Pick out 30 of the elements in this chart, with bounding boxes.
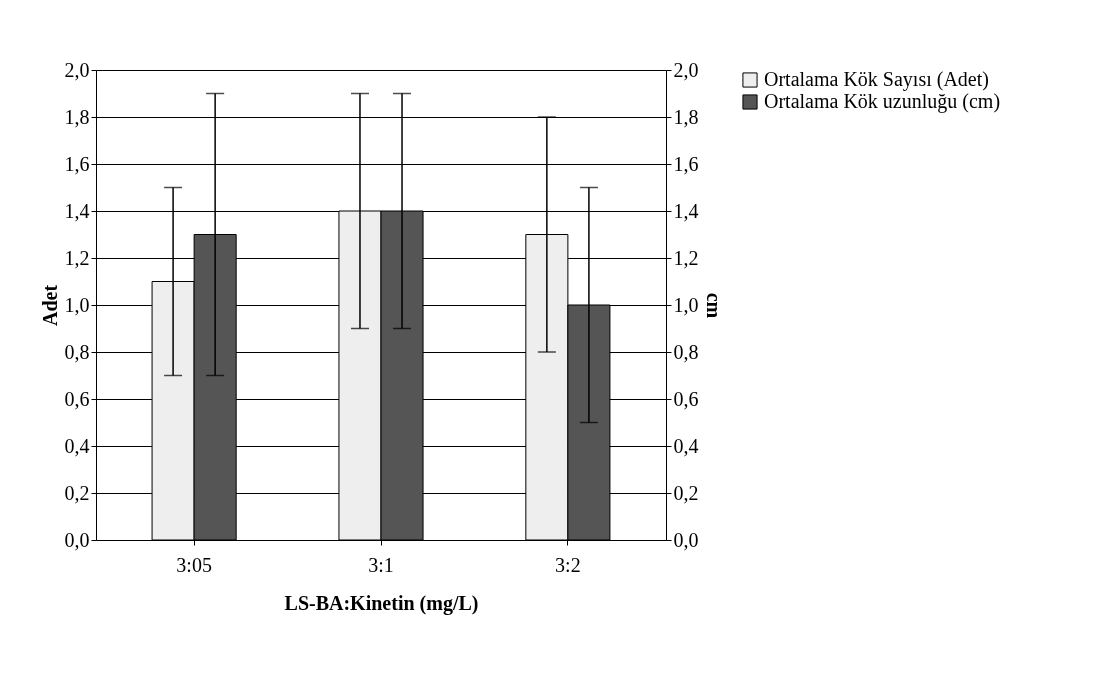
y-tick-label: 1,0 [64,293,90,316]
x-tick-label: 3:2 [555,553,581,576]
y2-tick-label: 1,0 [673,293,699,316]
x-axis-title: LS-BA:Kinetin (mg/L) [284,591,479,615]
y2-tick-label: 1,2 [673,246,699,269]
y-tick-label: 2,0 [64,58,90,81]
y-tick-label: 0,4 [64,434,90,457]
y2-tick-label: 0,2 [673,481,699,504]
y-axis-title: Adet [38,284,61,327]
y2-tick-label: 0,6 [673,387,699,410]
y2-tick-label: 2,0 [673,58,699,81]
x-tick-label: 3:1 [368,553,394,576]
legend-label: Ortalama Kök uzunluğu (cm) [764,90,1001,113]
x-tick-label: 3:05 [176,553,212,576]
y-tick-label: 1,6 [64,152,90,175]
y-tick-label: 0,2 [64,481,90,504]
y2-tick-label: 0,4 [673,434,699,457]
y-tick-label: 0,6 [64,387,90,410]
y2-tick-label: 0,8 [673,340,699,363]
y-tick-label: 0,0 [64,528,90,551]
y2-tick-label: 1,8 [673,105,699,128]
y-tick-label: 1,4 [64,199,90,222]
y2-tick-label: 1,6 [673,152,699,175]
y2-axis-title: cm [702,292,725,319]
y2-tick-label: 1,4 [673,199,699,222]
legend-label: Ortalama Kök Sayısı (Adet) [764,68,989,91]
y-tick-label: 0,8 [64,340,90,363]
y-tick-label: 1,8 [64,105,90,128]
y2-tick-label: 0,0 [673,528,699,551]
y-tick-label: 1,2 [64,246,90,269]
